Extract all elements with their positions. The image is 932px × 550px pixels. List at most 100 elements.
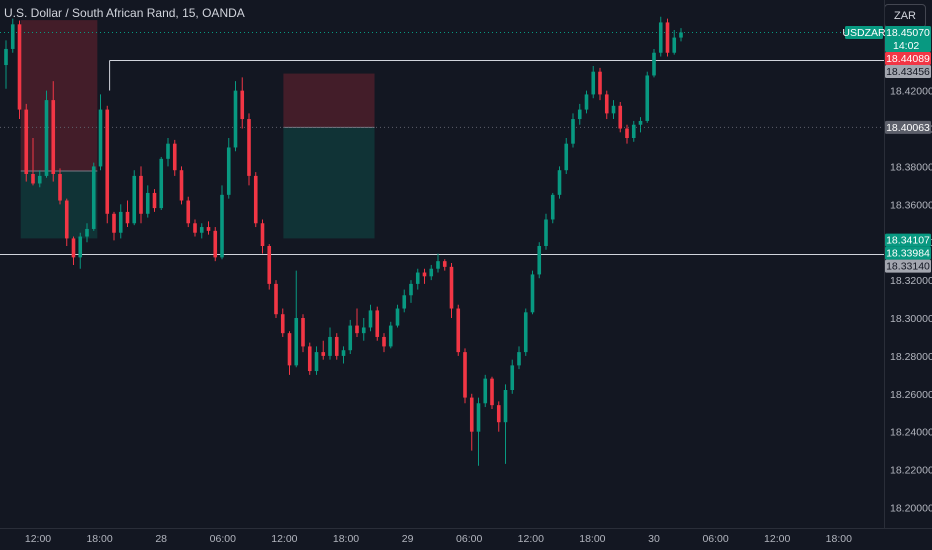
candle [550,192,555,224]
candle-body [571,119,575,144]
price-tag-label: 18.44089 [886,53,930,65]
candle [274,280,278,318]
candle-body [287,333,292,366]
candle [341,346,346,364]
candle-body [314,352,319,372]
candle-body [159,158,164,209]
y-tick-label: 18.24000 [890,427,932,439]
candle [98,94,103,171]
time-axis[interactable]: 12:00 18:00 28 06:00 12:00 18:00 29 06:00 12:00 1… [0,528,932,546]
candle [51,81,56,182]
candle [206,221,211,235]
candle-body [37,175,42,184]
candle-body [618,105,623,129]
candle-body [395,308,400,326]
candle [307,342,312,375]
candle [469,393,474,451]
candle [496,401,501,432]
candle [618,102,623,133]
candle [166,138,170,167]
candle [85,223,89,243]
candle-body [145,192,150,214]
candle-body [186,200,191,224]
candle-body [348,325,353,351]
candle-body [193,223,197,233]
candle [159,156,164,210]
candle-body [31,174,35,184]
candle-body [510,365,515,390]
candle-body [253,175,258,224]
candle [409,280,413,303]
x-tick-label: 06:00 [456,533,482,545]
candle [233,81,238,152]
candle [172,139,177,176]
target-zone[interactable] [283,127,375,239]
candle [220,185,224,260]
horizontal-levels[interactable] [0,31,884,256]
x-tick-label: 18:00 [86,533,112,545]
candle-body [179,170,184,201]
candle-body [321,352,326,356]
candle-body [240,90,245,120]
x-tick-label: 28 [155,533,167,545]
candle [658,16,663,57]
candle-body [564,143,569,171]
candle-body [199,227,204,233]
candle-body [591,71,596,95]
candle [645,71,650,123]
candle-body [213,230,218,258]
candle [388,321,393,349]
price-tag-label: 18.45070 [886,27,930,39]
candle-body [125,211,130,224]
stop-zone[interactable] [20,20,98,171]
stop-zone[interactable] [283,73,375,128]
candle [37,170,42,188]
candle-body [665,22,670,53]
candle [679,28,683,42]
y-tick-label: 18.36000 [890,199,932,211]
candle-body [442,261,447,267]
candle-body [98,109,103,167]
countdown-label: 14:02 [893,40,919,52]
candle [118,204,123,239]
candle [145,185,150,218]
y-tick-label: 18.42000 [890,86,932,98]
candle-body [44,100,49,176]
x-tick-label: 18:00 [826,533,852,545]
short-position-tool[interactable] [20,20,98,239]
price-tag: 18.40063 [885,120,931,134]
candle-body [294,318,299,366]
candle [442,259,447,271]
candle-body [139,175,143,214]
candle [334,333,339,360]
candle [503,384,508,464]
candle-body [355,325,359,334]
candle [132,170,137,226]
candle [665,18,670,57]
candle [31,138,35,186]
position-tools[interactable] [20,20,375,239]
candle [476,397,481,466]
price-tag-label: 18.34107 [886,235,930,247]
candle-body [226,147,231,195]
candle-body [301,318,305,347]
candle-body [415,272,420,284]
chart-title: U.S. Dollar / South African Rand, 15, OA… [4,6,245,20]
candle-body [382,336,386,347]
price-tag-label: 18.33984 [886,248,930,260]
candle [280,308,285,337]
short-position-tool[interactable] [283,73,375,239]
candle-body [71,238,76,258]
candle [361,318,366,341]
candle [436,253,440,273]
price-tag-label: 18.33140 [886,261,930,273]
candle [672,30,677,55]
candle [402,289,407,313]
candle-body [496,405,501,423]
candle [375,306,380,341]
candle-body [166,143,170,159]
candle-body [78,236,83,258]
candle-body [436,261,440,269]
